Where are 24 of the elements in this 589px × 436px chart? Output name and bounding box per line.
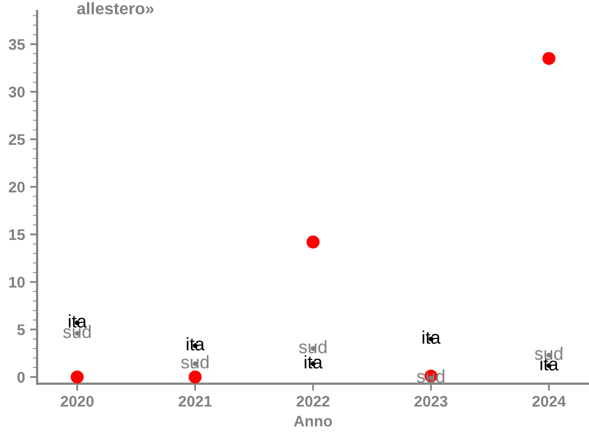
y-tick-label: 0 xyxy=(17,372,25,383)
point xyxy=(70,370,84,384)
point xyxy=(188,370,202,384)
text: sud xyxy=(299,340,326,354)
y-tick-label: 30 xyxy=(8,86,25,98)
x-tick-label: 2024 xyxy=(532,396,566,407)
x-tick-label: 2023 xyxy=(414,396,448,407)
x-tick-label: 2021 xyxy=(178,396,212,407)
point xyxy=(306,235,320,248)
chart-title: allestero» xyxy=(77,2,154,14)
y-tick-label: 5 xyxy=(17,324,25,336)
text: sud xyxy=(181,355,209,369)
y-tick-label: 10 xyxy=(9,276,25,288)
y-tick-label: 35 xyxy=(8,39,25,50)
text: ita xyxy=(422,330,441,344)
point xyxy=(542,52,556,65)
text: ita xyxy=(304,355,323,369)
series-label: ita xyxy=(186,337,205,350)
x-tick-label: 2020 xyxy=(60,396,94,407)
y-tick-label: 25 xyxy=(8,134,25,145)
y-tick-label: 15 xyxy=(9,229,25,240)
x-tick-label: 2022 xyxy=(296,396,330,407)
x-axis-title: Anno xyxy=(294,416,332,427)
y-tick-label: 20 xyxy=(8,182,25,193)
